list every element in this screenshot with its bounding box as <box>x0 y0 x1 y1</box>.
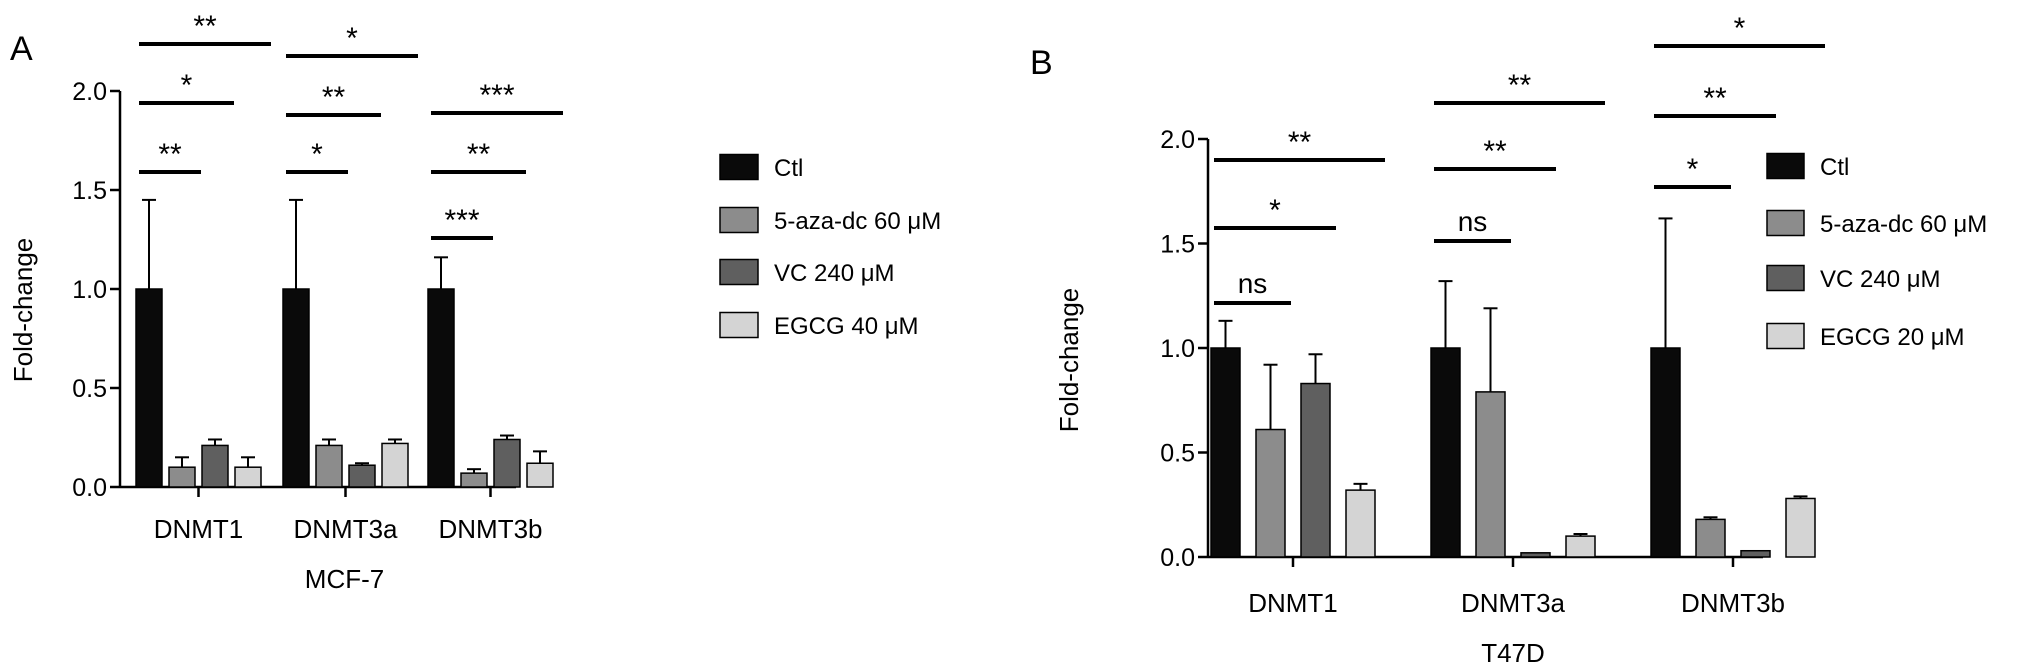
panel-a-significance-label: ** <box>158 138 182 171</box>
panel-b-bar-dnmt1-s1 <box>1255 428 1286 558</box>
panel-b-legend-label-1: 5-aza-dc 60 μM <box>1820 211 1987 238</box>
panel-b-y-tick-label: 0.0 <box>1160 544 1195 572</box>
panel-b-bar-dnmt1-s2 <box>1300 382 1331 558</box>
panel-a-significance-label: *** <box>479 79 514 112</box>
panel-a-legend-label-2: VC 240 μM <box>774 260 895 287</box>
panel-b-x-axis-label: T47D <box>1481 638 1545 668</box>
panel-b-legend-swatch-2 <box>1766 264 1805 292</box>
panel-a-significance-label: ** <box>322 81 346 114</box>
panel-a-bar-dnmt3b-s2 <box>493 438 521 488</box>
panel-b-legend-swatch-1 <box>1766 209 1805 237</box>
panel-b-bar-dnmt1-s3 <box>1345 489 1376 558</box>
panel-a-bar-dnmt3b-s0 <box>427 288 455 488</box>
panel-a-category-label: DNMT3b <box>438 514 542 544</box>
panel-b-category-label: DNMT3a <box>1461 588 1566 618</box>
panel-b-bar-dnmt3a-s3 <box>1565 535 1596 558</box>
panel-b-significance-label: * <box>1687 153 1699 186</box>
panel-a-x-axis-label: MCF-7 <box>305 564 384 594</box>
panel-a-significance-label: * <box>181 69 193 102</box>
panel-b-category-label: DNMT1 <box>1248 588 1338 618</box>
panel-a-y-tick-label: 1.5 <box>72 177 107 205</box>
panel-b-significance-label: * <box>1734 12 1746 45</box>
panel-a-bar-dnmt3b-s1 <box>460 472 488 488</box>
panel-b-bar-dnmt3b-s1 <box>1695 518 1726 558</box>
panel-a-bar-dnmt3a-s1 <box>315 444 343 488</box>
panel-a-bar-dnmt3a-s0 <box>282 288 310 488</box>
panel-b-legend-label-2: VC 240 μM <box>1820 266 1941 293</box>
panel-a-legend-label-0: Ctl <box>774 155 803 182</box>
panel-a-bar-dnmt1-s2 <box>201 444 229 488</box>
panel-b-bar-dnmt1-s0 <box>1210 347 1241 558</box>
panel-b-y-tick-label: 2.0 <box>1160 126 1195 154</box>
panel-b-significance-label: * <box>1269 194 1281 227</box>
panel-b-legend-label-0: Ctl <box>1820 154 1849 181</box>
panel-b-bar-dnmt3a-s2 <box>1520 552 1551 558</box>
panel-a-y-tick-label: 0.5 <box>72 375 107 403</box>
panel-a-bar-dnmt3b-s3 <box>526 462 554 488</box>
panel-b-y-axis-label: Fold-change <box>1054 288 1084 433</box>
panel-b-bar-dnmt3b-s0 <box>1650 347 1681 558</box>
panel-a-legend-label-1: 5-aza-dc 60 μM <box>774 208 941 235</box>
panel-b-significance-label: ** <box>1703 82 1727 115</box>
panel-b-significance-label: ** <box>1483 135 1507 168</box>
panel-b-y-tick-label: 1.5 <box>1160 231 1195 259</box>
panel-b-significance-label: ** <box>1508 69 1532 102</box>
panel-b-legend-swatch-0 <box>1766 152 1805 180</box>
panel-b-y-tick-label: 1.0 <box>1160 335 1195 363</box>
panel-a-y-tick-label: 2.0 <box>72 78 107 106</box>
panel-a-bar-dnmt1-s0 <box>135 288 163 488</box>
panel-b-significance-label: ns <box>1458 206 1488 237</box>
panel-a-y-tick-label: 1.0 <box>72 276 107 304</box>
panel-b-category-label: DNMT3b <box>1681 588 1785 618</box>
panel-b-label: B <box>1030 44 1053 82</box>
panel-a-significance-label: ** <box>467 138 491 171</box>
panel-a-category-label: DNMT1 <box>154 514 244 544</box>
panel-a-significance-label: * <box>311 138 323 171</box>
panel-a-legend-swatch-3 <box>719 311 759 339</box>
panel-a-legend-swatch-0 <box>719 153 759 181</box>
panel-a-legend-swatch-2 <box>719 258 759 286</box>
panel-b-bar-dnmt3b-s2 <box>1740 549 1771 558</box>
panel-b-bar-dnmt3a-s0 <box>1430 347 1461 558</box>
panel-b-y-tick-label: 0.5 <box>1160 440 1195 468</box>
panel-b-bar-dnmt3a-s1 <box>1475 391 1506 558</box>
panel-a-bar-dnmt1-s3 <box>234 466 262 488</box>
panel-a-y-tick-label: 0.0 <box>72 474 107 502</box>
panel-a-significance-label: *** <box>444 204 479 237</box>
panel-b-legend-swatch-3 <box>1766 322 1805 350</box>
panel-b-significance-label: ns <box>1238 268 1268 299</box>
panel-b-legend-label-3: EGCG 20 μM <box>1820 324 1965 351</box>
panel-a-category-label: DNMT3a <box>293 514 398 544</box>
panel-a-legend-label-3: EGCG 40 μM <box>774 313 919 340</box>
panel-b-significance-label: ** <box>1288 126 1312 159</box>
panel-a-bar-dnmt3a-s2 <box>348 464 376 488</box>
panel-a-significance-label: * <box>346 22 358 55</box>
panel-a-legend-swatch-1 <box>719 206 759 234</box>
panel-a-bar-dnmt1-s1 <box>168 466 196 488</box>
panel-a-bar-dnmt3a-s3 <box>381 442 409 488</box>
panel-a-y-axis-label: Fold-change <box>8 238 38 383</box>
panel-b-bar-dnmt3b-s3 <box>1785 497 1816 558</box>
panel-a-label: A <box>10 30 33 68</box>
panel-a-significance-label: ** <box>193 10 217 43</box>
